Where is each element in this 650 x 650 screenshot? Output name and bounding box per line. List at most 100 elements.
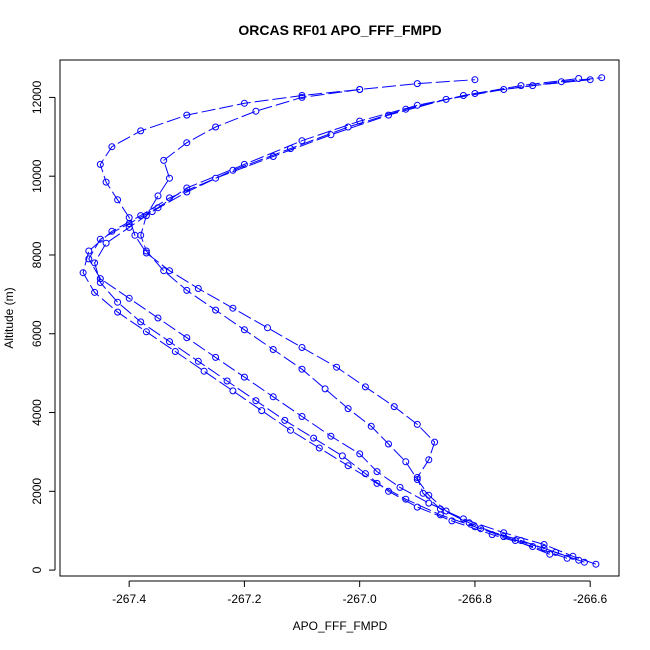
data-point <box>517 82 525 90</box>
data-point <box>436 505 444 513</box>
x-axis: -267.4 -267.2 -267.0 -266.8 -266.6 <box>112 580 608 606</box>
data-point <box>390 403 398 411</box>
data-point <box>264 324 271 332</box>
data-point <box>471 523 479 531</box>
y-axis: 0 2000 4000 6000 8000 10000 12000 <box>30 80 56 573</box>
data-point <box>154 192 162 200</box>
data-point <box>154 314 162 322</box>
data-point <box>298 137 306 145</box>
data-point <box>344 123 352 131</box>
data-point <box>356 86 364 93</box>
data-point <box>114 196 122 204</box>
series-line <box>94 78 579 559</box>
x-tick-label: -267.2 <box>227 592 261 606</box>
data-point <box>125 294 133 302</box>
data-point <box>546 550 554 558</box>
data-point <box>131 231 139 239</box>
data-point <box>229 387 237 395</box>
data-point <box>212 174 220 182</box>
data-point <box>171 348 179 355</box>
y-tick-label: 0 <box>30 566 44 573</box>
series-layer <box>79 74 606 568</box>
chart-title: ORCAS RF01 APO_FFF_FMPD <box>238 22 441 38</box>
data-point <box>240 326 248 334</box>
data-point <box>321 385 329 393</box>
data-point <box>557 78 565 86</box>
data-point <box>258 407 266 415</box>
data-point <box>592 560 600 568</box>
data-point <box>425 499 433 507</box>
data-point <box>240 99 248 107</box>
data-point <box>598 74 606 82</box>
data-point <box>287 426 294 434</box>
data-point <box>269 346 277 353</box>
data-point <box>471 76 479 84</box>
y-tick-label: 12000 <box>30 80 44 114</box>
y-tick-label: 10000 <box>30 159 44 193</box>
data-point <box>96 160 104 168</box>
y-tick-label: 6000 <box>30 320 44 347</box>
data-point <box>373 468 381 476</box>
data-point <box>212 353 220 361</box>
data-point <box>137 318 145 326</box>
data-point <box>252 107 260 115</box>
data-point <box>194 285 202 292</box>
data-point <box>166 267 173 275</box>
data-point <box>91 259 99 267</box>
x-tick-label: -266.8 <box>458 592 492 606</box>
x-tick-label: -267.0 <box>343 592 377 606</box>
data-point <box>91 288 99 296</box>
data-point <box>425 456 433 464</box>
data-point <box>396 483 404 491</box>
data-point <box>160 156 168 164</box>
data-point <box>194 357 202 365</box>
data-point <box>148 208 156 216</box>
x-tick-label: -266.6 <box>573 592 607 606</box>
data-point <box>102 178 110 186</box>
series-line <box>82 77 602 563</box>
data-point <box>240 373 248 381</box>
data-point <box>373 479 381 487</box>
data-point <box>298 93 306 101</box>
data-point <box>79 269 87 277</box>
series-1 <box>85 76 600 568</box>
data-point <box>500 533 508 541</box>
data-point <box>333 363 341 371</box>
data-point <box>96 235 104 243</box>
y-tick-label: 4000 <box>30 399 44 426</box>
data-point <box>183 188 191 196</box>
data-point <box>281 416 289 424</box>
data-point <box>229 304 237 312</box>
data-point <box>125 214 133 222</box>
data-point <box>413 474 421 481</box>
data-point <box>413 503 421 511</box>
data-point <box>459 92 467 99</box>
data-point <box>142 247 150 255</box>
data-point <box>563 554 571 562</box>
series-line <box>88 79 597 565</box>
data-point <box>269 393 277 401</box>
data-point <box>310 434 318 442</box>
data-point <box>114 308 122 316</box>
data-point <box>385 440 392 448</box>
data-point <box>212 306 220 314</box>
data-point <box>586 76 594 84</box>
y-tick-label: 8000 <box>30 241 44 268</box>
data-point <box>108 227 116 235</box>
data-point <box>413 476 421 483</box>
data-point <box>137 127 145 135</box>
data-point <box>338 452 346 460</box>
data-point <box>200 367 208 375</box>
data-point <box>183 139 191 147</box>
series-5 <box>96 86 583 564</box>
data-point <box>298 413 306 420</box>
data-point <box>229 166 237 174</box>
data-point <box>575 556 583 564</box>
data-point <box>85 255 93 263</box>
data-point <box>142 328 150 336</box>
data-point <box>385 487 392 495</box>
data-point <box>287 145 294 153</box>
data-point <box>252 397 260 405</box>
